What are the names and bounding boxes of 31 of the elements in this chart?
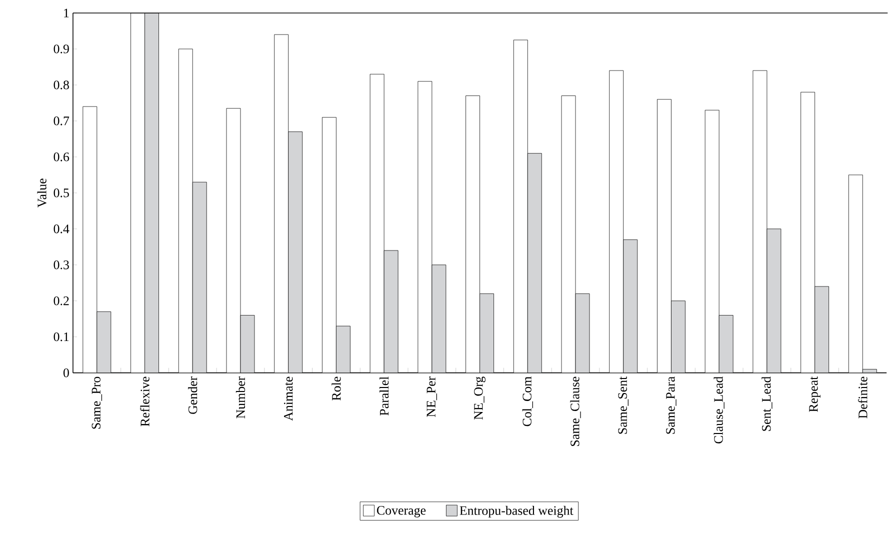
x-tick-label: Same_Para	[666, 376, 676, 434]
x-tick-label: Parallel	[380, 376, 389, 416]
x-tick-label: Clause_Lead	[714, 376, 724, 444]
y-axis-title: Value	[37, 178, 46, 208]
y-tick-label: 0	[63, 368, 69, 378]
x-tick-label: Gender	[188, 376, 198, 414]
x-tick-label: Sent_Lead	[762, 376, 772, 431]
x-tick-label: Repeat	[809, 376, 820, 412]
y-tick-label: 0.6	[54, 152, 70, 162]
y-tick-label: 0.1	[54, 332, 69, 342]
x-tick-label: NE_Per	[426, 376, 437, 418]
x-tick-label: Role	[332, 376, 341, 401]
legend-label: Coverage	[376, 506, 426, 518]
x-tick-label: Animate	[284, 376, 293, 421]
x-tick-label: NE_Org	[474, 376, 486, 420]
y-tick-label: 0.2	[54, 296, 69, 306]
y-tick-label: 0.7	[54, 116, 70, 126]
x-tick-label: Definite	[858, 376, 868, 419]
legend-label: Entropu-based weight	[460, 506, 574, 518]
x-tick-label: Number	[236, 376, 246, 419]
x-tick-label: Col_Com	[522, 376, 533, 426]
y-tick-label: 0.3	[54, 260, 69, 270]
y-tick-label: 1	[64, 8, 69, 18]
x-tick-label: Same_Sent	[618, 376, 628, 434]
x-tick-label: Reflexive	[140, 376, 150, 426]
y-tick-label: 0.4	[54, 224, 70, 234]
x-tick-label: Same_Pro	[92, 376, 102, 429]
y-tick-label: 0.5	[54, 188, 69, 198]
y-tick-label: 0.8	[54, 80, 69, 90]
y-tick-label: 0.9	[54, 44, 69, 54]
x-tick-label: Same_Clause	[570, 376, 581, 446]
